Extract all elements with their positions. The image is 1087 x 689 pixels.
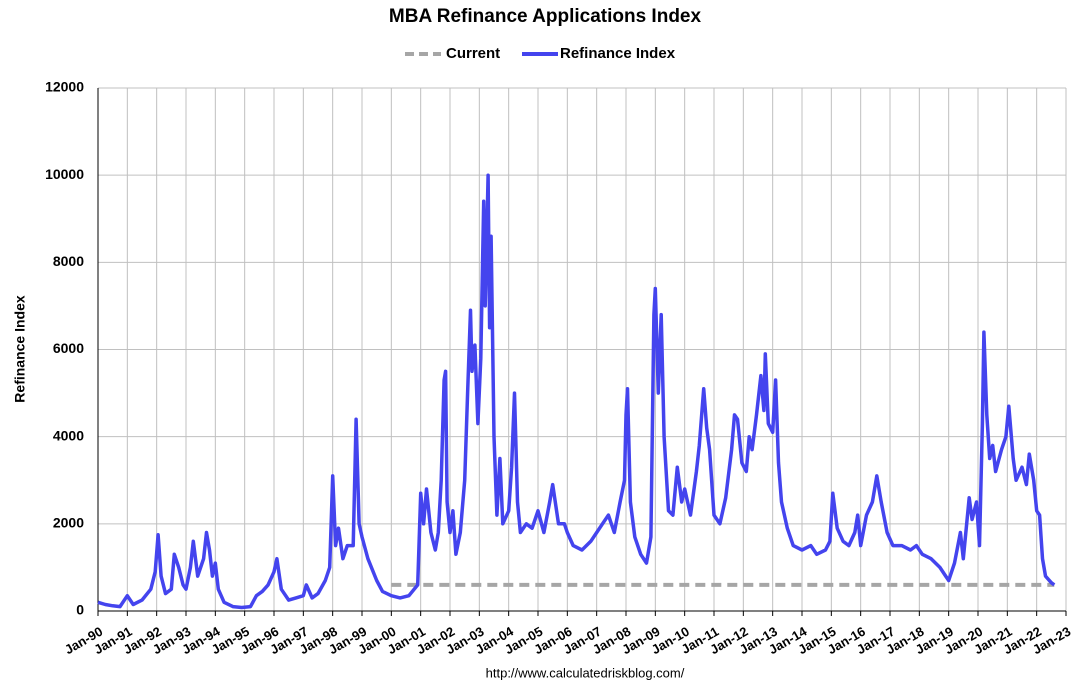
y-axis-label: Refinance Index — [12, 295, 28, 403]
y-tick-label: 10000 — [45, 166, 84, 182]
y-tick-label: 0 — [76, 602, 84, 618]
y-tick-label: 4000 — [53, 427, 84, 443]
series-line — [97, 173, 1056, 610]
chart-title: MBA Refinance Applications Index — [389, 6, 702, 27]
legend-label: Current — [446, 45, 500, 62]
source-note: http://www.calculatedriskblog.com/ — [486, 665, 685, 680]
y-tick-label: 12000 — [45, 79, 84, 95]
y-tick-label: 6000 — [53, 340, 84, 356]
legend-label: Refinance Index — [560, 45, 676, 62]
y-tick-label: 8000 — [53, 253, 84, 269]
y-tick-label: 2000 — [53, 515, 84, 531]
